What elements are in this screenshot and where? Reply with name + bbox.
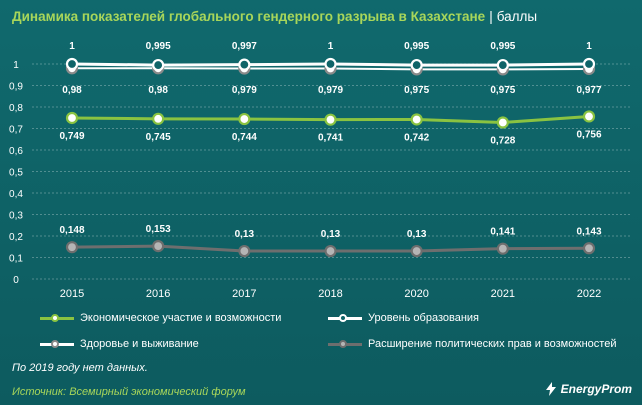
title-unit: баллы — [496, 9, 538, 24]
y-tick-label: 0,4 — [9, 189, 23, 200]
data-label-health: 0,98 — [148, 85, 168, 96]
data-label-edu: 0,995 — [404, 41, 429, 52]
point-edu — [496, 58, 509, 72]
point-politics — [324, 244, 337, 258]
y-tick-label: 0,1 — [9, 254, 23, 265]
legend-item-econ: Экономическое участие и возможности — [40, 312, 281, 324]
y-tick-label: 0,7 — [9, 125, 23, 136]
y-tick-label: 0,3 — [9, 211, 23, 222]
x-tick-label: 2020 — [404, 288, 428, 300]
data-label-health: 0,975 — [490, 85, 515, 96]
data-label-politics: 0,153 — [146, 224, 171, 235]
x-tick-label: 2016 — [146, 288, 170, 300]
data-label-politics: 0,143 — [576, 226, 601, 237]
point-econ — [324, 113, 337, 126]
point-econ — [152, 112, 165, 125]
data-label-econ: 0,744 — [232, 132, 257, 143]
y-tick-label: 1 — [13, 60, 19, 71]
point-econ — [582, 110, 596, 123]
lightning-icon — [545, 382, 556, 396]
point-edu — [238, 58, 251, 71]
y-tick-label: 0,8 — [9, 103, 23, 114]
data-label-health: 0,98 — [62, 85, 82, 96]
y-tick-label: 0,5 — [9, 168, 23, 179]
data-label-politics: 0,13 — [407, 229, 427, 240]
legend-item-politics: Расширение политических прав и возможнос… — [328, 338, 616, 350]
legend-label-politics: Расширение политических прав и возможнос… — [368, 338, 617, 350]
point-politics — [582, 242, 596, 255]
legend-label-edu: Уровень образования — [368, 312, 480, 324]
point-econ — [410, 113, 423, 126]
data-label-econ: 0,749 — [59, 131, 84, 142]
data-label-edu: 0,997 — [232, 41, 257, 52]
point-politics — [65, 241, 79, 254]
point-edu — [324, 57, 337, 71]
data-label-edu: 1 — [328, 41, 334, 52]
data-label-edu: 0,995 — [490, 41, 515, 52]
line-chart: 0 0,1 0,2 0,3 0,4 0,5 0,6 0,7 0,8 0,9 1 2015 2016 201… — [9, 41, 632, 300]
y-tick-label: 0 — [13, 275, 19, 286]
legend-swatch-health — [40, 339, 74, 349]
legend-item-health: Здоровье и выживание — [40, 338, 199, 350]
data-label-politics: 0,13 — [321, 229, 341, 240]
data-label-health: 0,975 — [404, 85, 429, 96]
data-label-edu: 1 — [69, 41, 75, 52]
legend-item-edu: Уровень образования — [328, 312, 479, 324]
chart-title: Динамика показателей глобального гендерн… — [12, 9, 537, 24]
brand-name: EnergyProm — [560, 382, 632, 396]
point-politics — [496, 242, 509, 255]
x-tick-label: 2022 — [577, 288, 601, 300]
point-edu — [410, 58, 423, 72]
point-edu — [152, 58, 165, 72]
legend-swatch-edu — [328, 313, 362, 323]
source-text: Источник: Всемирный экономический форум — [12, 386, 246, 398]
point-politics — [152, 240, 165, 253]
data-label-econ: 0,741 — [318, 133, 343, 144]
point-econ — [238, 112, 251, 126]
point-econ — [496, 116, 509, 129]
x-tick-label: 2018 — [318, 288, 342, 300]
legend-swatch-econ — [40, 313, 74, 323]
data-label-politics: 0,13 — [235, 229, 255, 240]
data-note: По 2019 году нет данных. — [12, 362, 148, 374]
data-label-health: 0,979 — [232, 85, 257, 96]
point-edu — [65, 57, 79, 71]
legend-swatch-politics — [328, 339, 362, 349]
data-label-econ: 0,742 — [404, 132, 429, 143]
point-edu — [582, 57, 596, 71]
legend-label-health: Здоровье и выживание — [80, 338, 199, 350]
data-label-politics: 0,148 — [59, 225, 84, 236]
y-tick-label: 0,2 — [9, 232, 23, 243]
y-tick-label: 0,9 — [9, 82, 23, 93]
data-label-health: 0,977 — [576, 85, 601, 96]
data-label-econ: 0,745 — [146, 132, 171, 143]
point-econ — [65, 111, 79, 125]
point-politics — [410, 244, 423, 258]
point-politics — [238, 244, 251, 258]
title-text: Динамика показателей глобального гендерн… — [12, 9, 486, 24]
brand-logo: EnergyProm — [544, 382, 632, 396]
x-tick-label: 2017 — [232, 288, 256, 300]
data-label-edu: 1 — [586, 41, 592, 52]
x-tick-label: 2015 — [60, 288, 84, 300]
x-tick-label: 2021 — [491, 288, 515, 300]
data-label-econ: 0,728 — [490, 135, 515, 146]
y-tick-label: 0,6 — [9, 146, 23, 157]
title-separator: | — [489, 9, 493, 24]
legend-label-econ: Экономическое участие и возможности — [80, 312, 282, 324]
data-label-econ: 0,756 — [576, 129, 601, 140]
data-label-politics: 0,141 — [490, 227, 515, 238]
data-label-health: 0,979 — [318, 85, 343, 96]
data-label-edu: 0,995 — [146, 41, 171, 52]
